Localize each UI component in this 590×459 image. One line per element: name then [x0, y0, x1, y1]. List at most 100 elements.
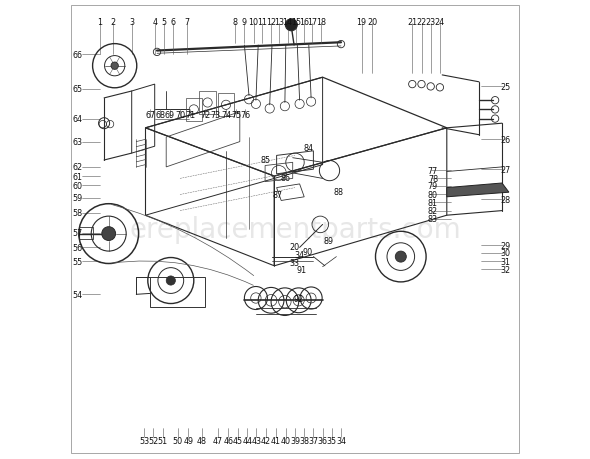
Text: 91: 91	[297, 265, 307, 274]
Text: 5: 5	[161, 17, 166, 27]
Text: 72: 72	[200, 111, 211, 120]
Text: 60: 60	[73, 181, 83, 190]
Text: 49: 49	[183, 436, 194, 445]
Text: 92: 92	[294, 295, 304, 304]
Text: 17: 17	[307, 17, 317, 27]
Text: 43: 43	[251, 436, 261, 445]
Text: ereplacementparts.com: ereplacementparts.com	[129, 216, 461, 243]
Text: 87: 87	[273, 190, 283, 200]
Text: 75: 75	[231, 111, 241, 120]
Text: 59: 59	[73, 194, 83, 203]
Text: 64: 64	[73, 115, 83, 124]
Text: 84: 84	[304, 143, 314, 152]
Text: 52: 52	[148, 436, 159, 445]
Text: 4: 4	[152, 17, 157, 27]
Text: 28: 28	[501, 195, 511, 204]
Text: 10: 10	[248, 17, 258, 27]
Text: 55: 55	[73, 257, 83, 266]
Text: 61: 61	[73, 172, 83, 181]
Text: 54: 54	[73, 290, 83, 299]
Text: 90: 90	[303, 248, 313, 257]
Circle shape	[286, 20, 297, 32]
Text: 32: 32	[501, 265, 511, 274]
Text: 31: 31	[501, 257, 511, 266]
Text: 34: 34	[294, 251, 304, 260]
Text: 57: 57	[73, 229, 83, 238]
Text: 1: 1	[97, 17, 102, 27]
Text: 47: 47	[212, 436, 223, 445]
Text: 48: 48	[197, 436, 207, 445]
Text: 53: 53	[139, 436, 149, 445]
Text: 86: 86	[281, 174, 291, 183]
Text: 69: 69	[165, 111, 175, 120]
Text: 78: 78	[428, 174, 438, 184]
Text: 21: 21	[407, 17, 417, 27]
Text: 66: 66	[73, 50, 83, 60]
Text: 20: 20	[289, 242, 299, 252]
Text: 34: 34	[336, 436, 346, 445]
Text: 16: 16	[299, 17, 309, 27]
Text: 68: 68	[155, 111, 165, 120]
Text: 67: 67	[145, 111, 155, 120]
Text: 38: 38	[299, 436, 309, 445]
Text: 2: 2	[111, 17, 116, 27]
Text: 27: 27	[500, 165, 511, 174]
Text: 37: 37	[309, 436, 319, 445]
Text: 36: 36	[317, 436, 327, 445]
Text: 56: 56	[73, 243, 83, 252]
Text: 18: 18	[316, 17, 326, 27]
Text: 24: 24	[435, 17, 445, 27]
Text: 19: 19	[356, 17, 367, 27]
Text: 51: 51	[158, 436, 168, 445]
Text: 40: 40	[281, 436, 291, 445]
Text: 29: 29	[500, 241, 511, 250]
Text: 12: 12	[266, 17, 276, 27]
Text: 63: 63	[73, 138, 83, 147]
Text: 3: 3	[129, 17, 134, 27]
Text: 81: 81	[428, 198, 438, 207]
Text: 88: 88	[334, 187, 344, 196]
Text: 77: 77	[428, 166, 438, 175]
Text: 33: 33	[289, 258, 299, 267]
Text: 25: 25	[500, 83, 511, 92]
Text: 42: 42	[261, 436, 271, 445]
Text: 62: 62	[73, 163, 83, 172]
Text: 83: 83	[428, 215, 438, 224]
Text: 82: 82	[428, 207, 438, 216]
Text: 89: 89	[323, 236, 333, 246]
Bar	[150, 278, 205, 308]
Text: 6: 6	[171, 17, 176, 27]
Circle shape	[166, 276, 175, 285]
Text: 58: 58	[73, 209, 83, 218]
Text: 70: 70	[175, 111, 185, 120]
Text: 73: 73	[211, 111, 221, 120]
Text: 13: 13	[274, 17, 284, 27]
Text: 41: 41	[271, 436, 281, 445]
Text: 20: 20	[367, 17, 378, 27]
Text: 80: 80	[428, 190, 438, 199]
Text: 71: 71	[185, 111, 195, 120]
Text: 50: 50	[173, 436, 183, 445]
Text: 14: 14	[283, 17, 293, 27]
Circle shape	[102, 227, 116, 241]
Text: 39: 39	[290, 436, 300, 445]
Polygon shape	[447, 184, 509, 197]
Text: 30: 30	[501, 249, 511, 258]
Text: 11: 11	[257, 17, 267, 27]
Text: 9: 9	[242, 17, 247, 27]
Text: 15: 15	[291, 17, 301, 27]
Text: 7: 7	[184, 17, 189, 27]
Text: 65: 65	[73, 85, 83, 94]
Text: 22: 22	[417, 17, 427, 27]
Text: 8: 8	[232, 17, 238, 27]
Text: 46: 46	[223, 436, 233, 445]
Text: 85: 85	[260, 156, 270, 165]
Circle shape	[111, 63, 119, 70]
Text: 76: 76	[240, 111, 250, 120]
Circle shape	[395, 252, 407, 263]
Text: 26: 26	[501, 135, 511, 145]
Text: 45: 45	[232, 436, 242, 445]
Text: 79: 79	[428, 182, 438, 191]
Text: 23: 23	[425, 17, 436, 27]
Text: 44: 44	[242, 436, 252, 445]
